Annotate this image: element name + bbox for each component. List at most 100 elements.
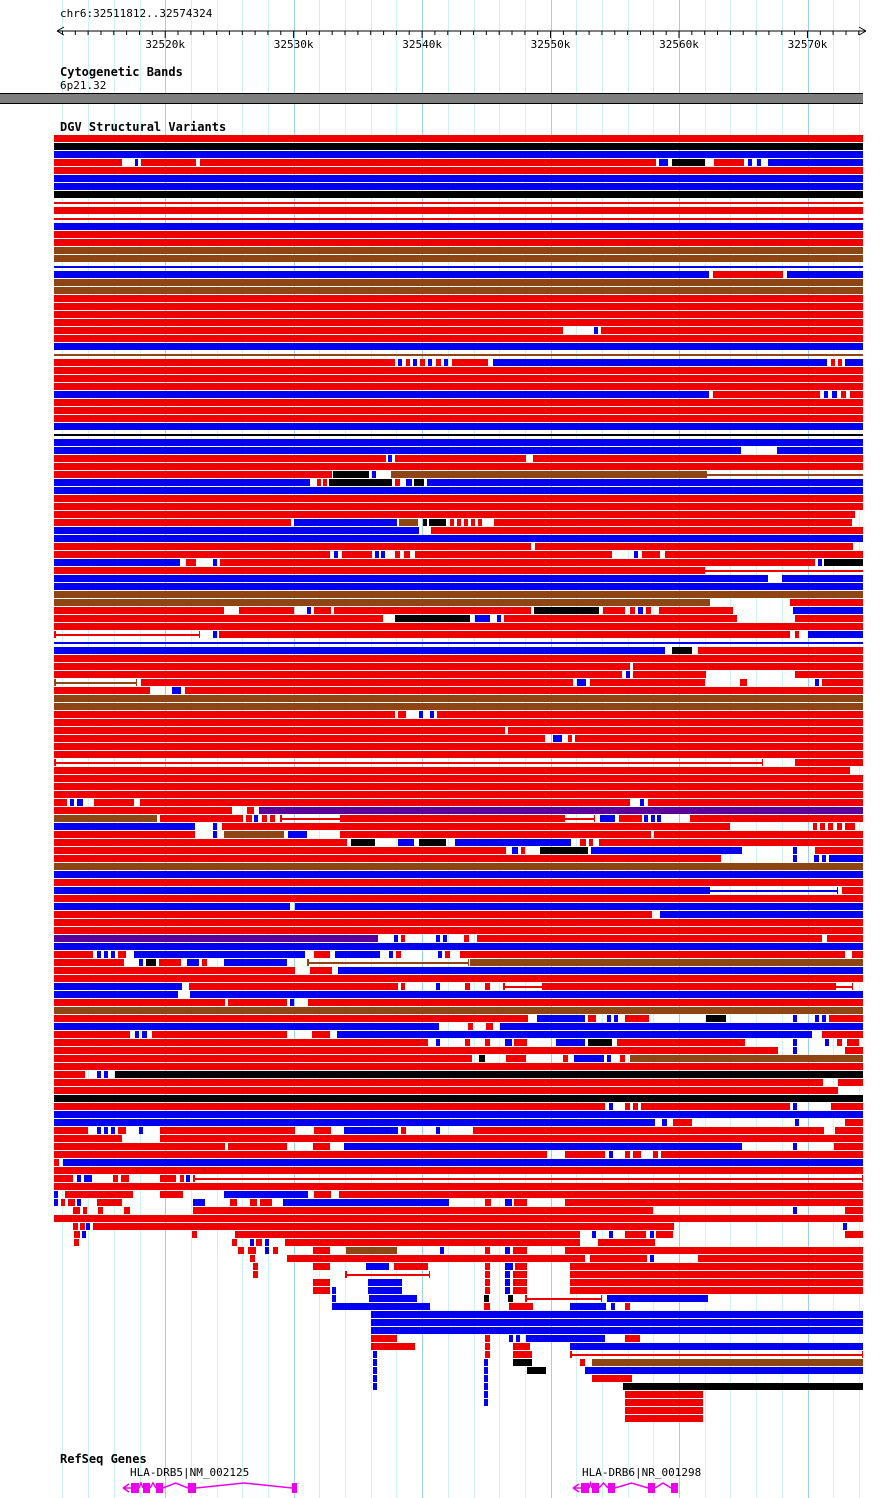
coordinate-ruler[interactable]: 32520k 32530k 32540k 32550k 32560k 32570k [0,0,890,54]
variant-bar[interactable] [54,1119,655,1126]
variant-bar[interactable] [73,1223,78,1230]
variant-bar[interactable] [54,255,863,262]
variant-bar[interactable] [485,983,490,990]
variant-bar[interactable] [54,423,863,430]
variant-bar[interactable] [588,1039,612,1046]
variant-bar[interactable] [485,1335,490,1342]
variant-bar[interactable] [603,607,625,614]
gene-label[interactable]: HLA-DRB5|NM_002125 [130,1466,250,1479]
variant-bar[interactable] [651,815,655,822]
variant-bar[interactable] [373,1383,377,1390]
variant-bar[interactable] [626,671,630,678]
variant-bar[interactable] [338,967,863,974]
variant-bar[interactable] [795,631,799,638]
variant-bar[interactable] [193,1199,205,1206]
variant-bar[interactable] [185,687,863,694]
variant-bar[interactable] [230,1199,237,1206]
variant-bar[interactable] [793,1143,797,1150]
variant-bar[interactable] [659,159,668,166]
variant-bar[interactable] [77,799,83,806]
variant-bar[interactable] [160,815,243,822]
variant-bar[interactable] [834,983,836,990]
variant-bar[interactable] [213,631,217,638]
variant-bar[interactable] [77,1199,81,1206]
variant-bar[interactable] [111,951,115,958]
variant-bar[interactable] [650,1255,654,1262]
exon-box[interactable] [292,1483,297,1493]
variant-bar[interactable] [707,474,863,476]
variant-bar[interactable] [54,743,863,750]
variant-bar[interactable] [452,359,488,366]
variant-bar[interactable] [54,642,863,644]
variant-bar[interactable] [467,959,469,966]
variant-bar[interactable] [333,471,369,478]
variant-bar[interactable] [97,1127,101,1134]
variant-bar[interactable] [505,1039,512,1046]
variant-bar[interactable] [262,815,267,822]
variant-bar[interactable] [54,463,863,470]
variant-bar[interactable] [54,407,863,414]
variant-bar[interactable] [368,1287,402,1294]
variant-bar[interactable] [625,1231,646,1238]
variant-bar[interactable] [398,839,414,846]
variant-bar[interactable] [54,783,863,790]
variant-bar[interactable] [200,159,656,166]
variant-bar[interactable] [54,762,763,764]
variant-bar[interactable] [54,1071,85,1078]
variant-bar[interactable] [795,671,863,678]
variant-bar[interactable] [672,647,692,654]
variant-bar[interactable] [265,1247,269,1254]
variant-bar[interactable] [525,1298,602,1300]
variant-bar[interactable] [54,583,863,590]
variant-bar[interactable] [280,818,341,820]
variant-bar[interactable] [84,1175,92,1182]
variant-bar[interactable] [54,487,863,494]
variant-bar[interactable] [847,1039,859,1046]
variant-bar[interactable] [54,295,863,302]
variant-bar[interactable] [219,631,790,638]
variant-bar[interactable] [835,1127,863,1134]
variant-bar[interactable] [295,903,863,910]
variant-bar[interactable] [713,391,820,398]
variant-bar[interactable] [54,1135,122,1142]
variant-bar[interactable] [54,1087,838,1094]
variant-bar[interactable] [224,959,287,966]
variant-bar[interactable] [436,983,440,990]
variant-bar[interactable] [310,967,332,974]
variant-bar[interactable] [388,455,392,462]
variant-bar[interactable] [793,1047,797,1054]
variant-bar[interactable] [513,1343,530,1350]
variant-bar[interactable] [54,839,347,846]
variant-bar[interactable] [428,359,432,366]
variant-bar[interactable] [395,455,526,462]
variant-bar[interactable] [373,1367,377,1374]
variant-bar[interactable] [54,903,290,910]
variant-bar[interactable] [570,1354,863,1356]
variant-bar[interactable] [575,735,863,742]
variant-bar[interactable] [307,959,309,966]
variant-bar[interactable] [513,1359,532,1366]
variant-bar[interactable] [54,159,122,166]
variant-bar[interactable] [590,1255,647,1262]
variant-bar[interactable] [54,239,863,246]
variant-bar[interactable] [189,983,398,990]
variant-bar[interactable] [312,1031,330,1038]
variant-bar[interactable] [54,991,178,998]
variant-bar[interactable] [54,354,863,356]
variant-bar[interactable] [644,815,648,822]
variant-bar[interactable] [54,135,863,142]
variant-bar[interactable] [54,623,863,630]
variant-bar[interactable] [832,391,837,398]
variant-bar[interactable] [484,1295,489,1302]
variant-bar[interactable] [54,767,850,774]
variant-bar[interactable] [54,311,863,318]
variant-bar[interactable] [813,823,817,830]
variant-bar[interactable] [609,1103,613,1110]
variant-bar[interactable] [73,1207,80,1214]
exon-box[interactable] [581,1483,589,1493]
variant-bar[interactable] [513,1279,527,1286]
variant-bar[interactable] [607,1295,708,1302]
variant-bar[interactable] [290,999,294,1006]
variant-bar[interactable] [570,1271,863,1278]
variant-bar[interactable] [443,935,447,942]
